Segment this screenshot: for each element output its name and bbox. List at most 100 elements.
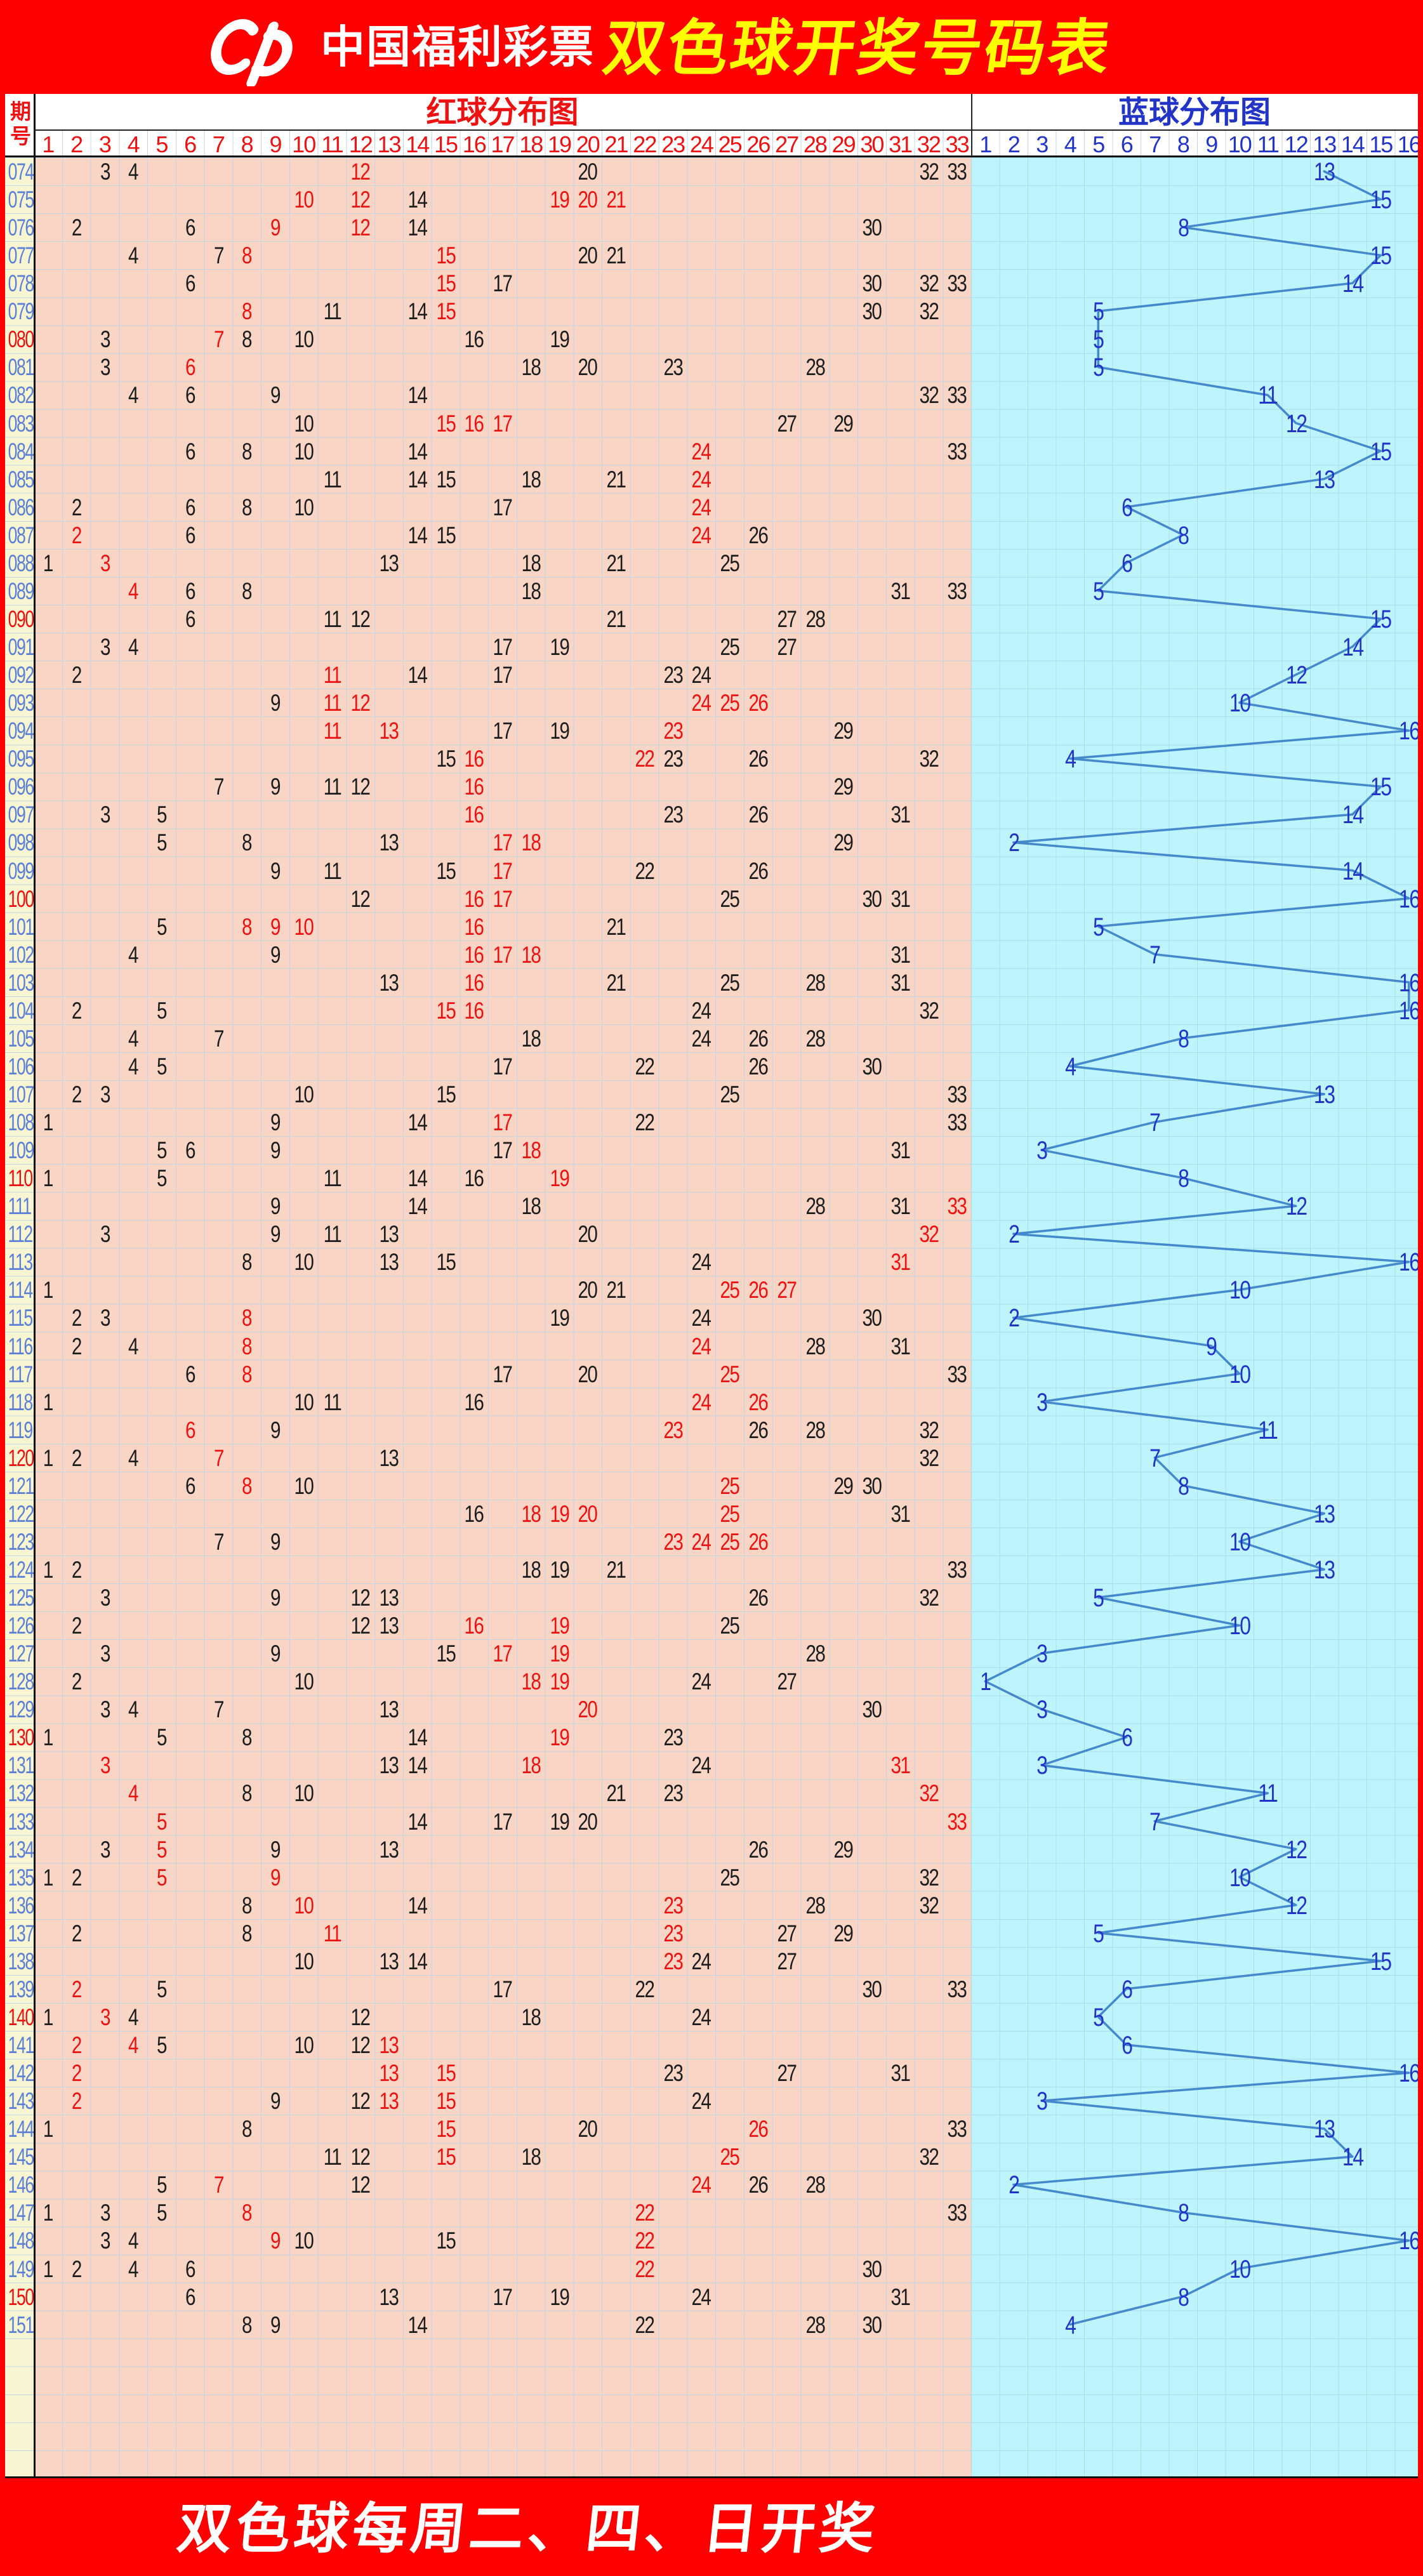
red-ball-number: 12	[350, 2088, 371, 2115]
red-ball-number: 3	[100, 2228, 110, 2254]
blue-ball-number: 16	[1398, 2059, 1420, 2088]
red-ball-number: 12	[350, 690, 371, 717]
blue-column-label: 5	[1092, 131, 1105, 157]
period-label: 083	[8, 410, 35, 437]
red-ball-number: 9	[270, 2228, 281, 2254]
red-ball-number: 21	[606, 1557, 626, 1583]
red-ball-number: 9	[270, 1109, 281, 1136]
red-ball-number: 13	[379, 1752, 399, 1779]
blue-ball-number: 10	[1229, 1276, 1251, 1305]
red-ball-number: 17	[493, 718, 513, 744]
red-ball-number: 14	[407, 1724, 427, 1751]
red-ball-number: 25	[720, 1277, 740, 1304]
period-label: 096	[8, 774, 35, 800]
red-ball-number: 11	[323, 1221, 341, 1248]
blue-column-label: 4	[1064, 131, 1077, 157]
red-ball-number: 25	[720, 885, 740, 912]
red-ball-number: 29	[833, 829, 854, 856]
blue-column-numbers: 1 2 3 4 5 6 7 8 9 10 11 12 13 14 15 16	[971, 131, 1422, 157]
red-ball-number: 27	[777, 1277, 797, 1304]
red-ball-number: 23	[663, 1417, 683, 1443]
red-ball-number: 2	[71, 662, 82, 689]
red-ball-number: 6	[185, 522, 195, 548]
period-label: 114	[8, 1277, 34, 1304]
red-ball-number: 27	[777, 605, 797, 632]
red-ball-number: 15	[436, 522, 456, 548]
red-column-label: 32	[917, 131, 941, 157]
blue-ball-number: 12	[1285, 1192, 1307, 1221]
blue-column-label: 15	[1369, 131, 1393, 157]
period-label: 136	[8, 1892, 35, 1919]
period-label: 147	[8, 2200, 35, 2226]
red-ball-number: 14	[407, 522, 427, 548]
blue-column-label: 2	[1007, 131, 1021, 157]
red-ball-number: 17	[493, 494, 513, 520]
period-label: 091	[8, 634, 35, 661]
red-ball-number: 5	[156, 2172, 167, 2198]
red-ball-number: 26	[748, 2172, 769, 2198]
red-ball-number: 9	[270, 1417, 281, 1443]
red-column-label: 16	[462, 131, 487, 157]
red-ball-number: 24	[691, 1249, 712, 1276]
red-ball-number: 10	[294, 2032, 314, 2059]
period-label: 110	[8, 1165, 34, 1192]
red-ball-number: 8	[242, 2311, 252, 2338]
red-ball-number: 18	[521, 1193, 541, 1220]
period-label: 139	[8, 1976, 35, 2002]
blue-ball-number: 16	[1398, 968, 1420, 997]
period-label: 097	[8, 802, 35, 828]
red-ball-number: 27	[777, 1668, 797, 1695]
blue-column-label: 8	[1177, 131, 1190, 157]
red-ball-number: 3	[100, 159, 110, 185]
blue-ball-number: 8	[1177, 2199, 1189, 2228]
red-ball-number: 13	[379, 1585, 399, 1611]
blue-column-label: 3	[1036, 131, 1049, 157]
red-ball-number: 11	[323, 774, 341, 800]
red-ball-number: 4	[128, 2228, 138, 2254]
red-ball-number: 9	[270, 941, 281, 968]
red-ball-number: 5	[156, 1976, 167, 2002]
red-ball-number: 2	[71, 1668, 82, 1695]
red-ball-number: 8	[242, 438, 252, 465]
red-ball-number: 12	[350, 215, 371, 241]
red-ball-number: 18	[521, 941, 541, 968]
period-label: 076	[8, 215, 35, 241]
red-ball-number: 13	[379, 1948, 399, 1974]
red-ball-number: 31	[890, 2060, 910, 2087]
red-ball-number: 1	[43, 2200, 53, 2226]
period-label: 102	[8, 941, 35, 968]
red-ball-number: 21	[606, 550, 626, 576]
red-ball-number: 26	[748, 1417, 769, 1443]
red-ball-number: 17	[493, 885, 513, 912]
blue-ball-number: 3	[1036, 1752, 1048, 1780]
red-ball-number: 11	[323, 2144, 341, 2170]
red-ball-number: 17	[493, 1976, 513, 2002]
red-ball-number: 6	[185, 1472, 195, 1499]
red-ball-number: 6	[185, 1361, 195, 1387]
blue-ball-number: 10	[1229, 1360, 1251, 1389]
red-ball-number: 4	[128, 382, 138, 409]
period-label: 129	[8, 1696, 35, 1723]
red-ball-number: 13	[379, 2088, 399, 2115]
red-column-label: 23	[661, 131, 685, 157]
period-label: 075	[8, 187, 35, 213]
blue-ball-number: 6	[1121, 549, 1133, 578]
period-label: 133	[8, 1808, 35, 1835]
red-column-label: 24	[689, 131, 714, 157]
blue-ball-number: 15	[1370, 242, 1392, 270]
red-ball-number: 5	[156, 997, 167, 1024]
blue-column-label: 14	[1340, 131, 1365, 157]
red-ball-number: 5	[156, 1724, 167, 1751]
red-ball-number: 12	[350, 187, 371, 213]
blue-ball-number: 5	[1093, 1584, 1104, 1613]
red-ball-number: 26	[748, 1053, 769, 1080]
red-ball-number: 9	[270, 857, 281, 884]
blue-ball-number: 8	[1177, 1472, 1189, 1500]
red-ball-number: 29	[833, 718, 854, 744]
red-ball-number: 15	[436, 1641, 456, 1667]
red-ball-number: 9	[270, 690, 281, 717]
red-ball-number: 7	[213, 1444, 223, 1471]
blue-ball-number: 13	[1314, 1080, 1335, 1109]
blue-ball-number: 5	[1093, 577, 1104, 605]
blue-ball-number: 7	[1149, 1109, 1161, 1137]
